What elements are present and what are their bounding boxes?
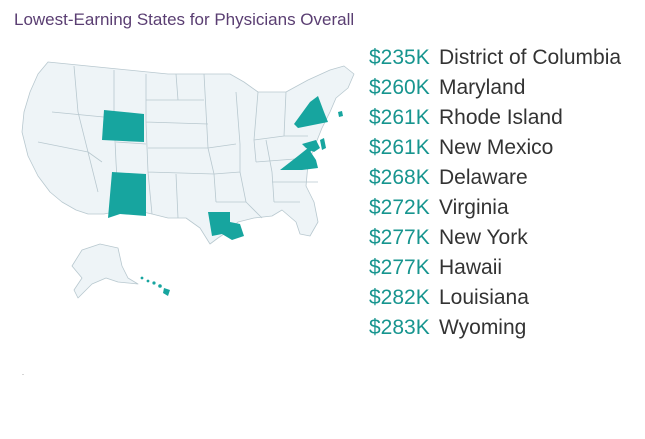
state-hawaii — [140, 276, 170, 296]
state-new-mexico — [108, 172, 146, 218]
state-name: New York — [439, 226, 528, 249]
state-name: Rhode Island — [439, 106, 563, 129]
earnings-value: $261K — [369, 106, 430, 129]
state-name: Delaware — [439, 166, 528, 189]
list-item: $277K New York — [369, 223, 621, 253]
state-delaware — [320, 138, 326, 150]
highlighted-states — [102, 96, 343, 240]
list-item: $277K Hawaii — [369, 253, 621, 283]
list-item: $283K Wyoming — [369, 313, 621, 343]
state-name: Wyoming — [439, 316, 527, 339]
state-wyoming — [102, 110, 144, 142]
list-item: $268K Delaware — [369, 163, 621, 193]
earnings-value: $235K — [369, 46, 430, 69]
stray-mark — [22, 374, 24, 375]
earnings-list: $235K District of Columbia $260K Marylan… — [369, 43, 621, 343]
earnings-value: $272K — [369, 196, 430, 219]
state-name: Louisiana — [439, 286, 529, 309]
state-name: Virginia — [439, 196, 509, 219]
earnings-value: $277K — [369, 256, 430, 279]
state-name: Hawaii — [439, 256, 503, 279]
earnings-value: $261K — [369, 136, 430, 159]
earnings-value: $260K — [369, 76, 430, 99]
chart-title: Lowest-Earning States for Physicians Ove… — [14, 10, 355, 29]
list-item: $260K Maryland — [369, 73, 621, 103]
state-name: District of Columbia — [439, 46, 622, 69]
earnings-value: $282K — [369, 286, 430, 309]
state-name: New Mexico — [439, 136, 554, 159]
list-item: $261K New Mexico — [369, 133, 621, 163]
state-name: Maryland — [439, 76, 526, 99]
state-new-york — [294, 96, 328, 128]
list-item: $282K Louisiana — [369, 283, 621, 313]
us-map — [21, 61, 355, 299]
earnings-value: $268K — [369, 166, 430, 189]
us-states-outline — [21, 61, 355, 245]
earnings-value: $277K — [369, 226, 430, 249]
list-item: $261K Rhode Island — [369, 103, 621, 133]
state-alaska — [71, 243, 139, 299]
state-rhode-island — [338, 111, 343, 117]
list-item: $235K District of Columbia — [369, 43, 621, 73]
list-item: $272K Virginia — [369, 193, 621, 223]
earnings-value: $283K — [369, 316, 430, 339]
state-maryland — [302, 140, 320, 152]
state-virginia — [280, 148, 318, 170]
alaska-hawaii — [71, 243, 170, 299]
state-louisiana — [208, 212, 244, 240]
state-borders — [37, 65, 318, 219]
state-district-of-columbia — [308, 148, 312, 152]
continental-us — [21, 61, 355, 245]
